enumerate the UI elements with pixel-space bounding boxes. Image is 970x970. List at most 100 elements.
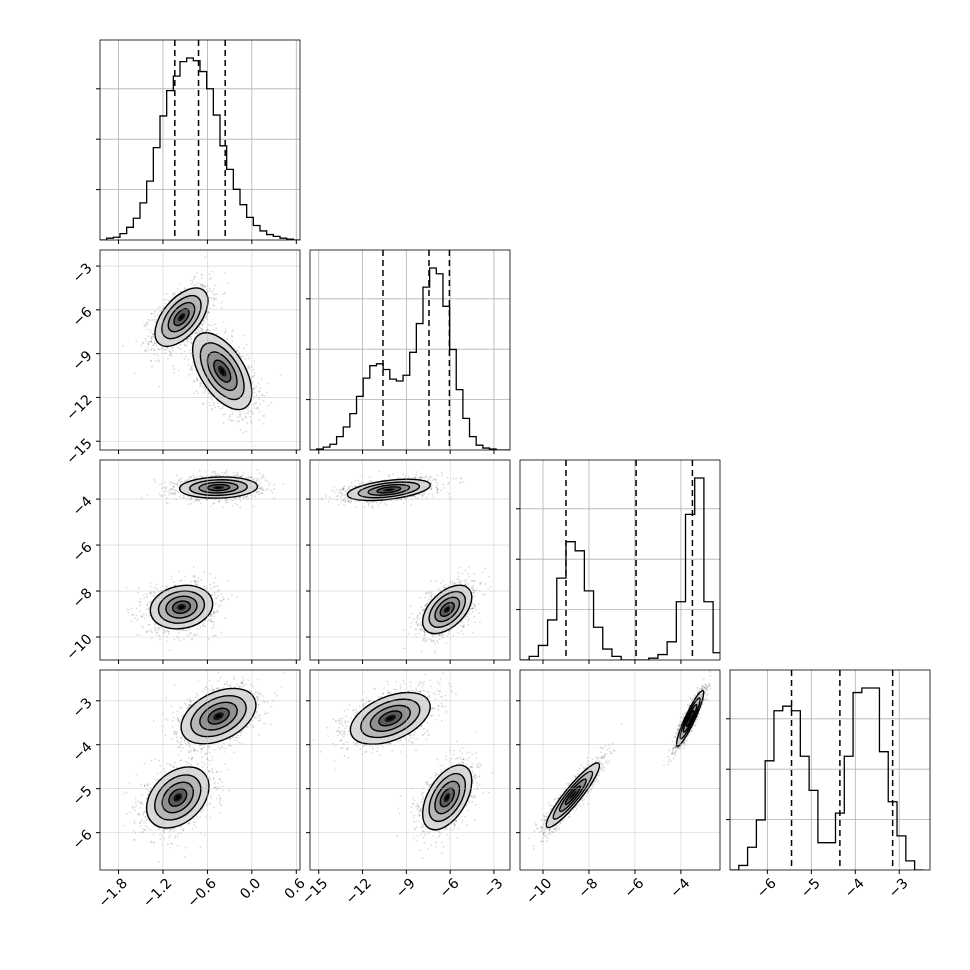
scatter-point [198,469,201,472]
scatter-point [253,404,255,407]
scatter-point [267,487,269,490]
scatter-point [212,297,215,300]
scatter-point [165,586,168,588]
scatter-point [171,493,174,495]
scatter-point [253,477,256,480]
scatter-point [256,477,258,480]
scatter-point [200,323,203,325]
scatter-point [150,340,152,343]
scatter-point [164,487,167,490]
scatter-point [155,344,158,347]
scatter-point [176,288,179,290]
scatter-point [200,283,202,286]
scatter-point [196,476,199,479]
scatter-point [130,620,133,622]
scatter-point [254,480,257,483]
scatter-point [258,419,261,421]
scatter-point [229,419,232,422]
scatter-point [208,401,211,404]
scatter-point [196,379,199,381]
scatter-point [165,489,168,492]
scatter-point [202,323,205,325]
scatter-point [184,575,187,578]
scatter-point [197,329,200,331]
scatter-point [203,571,206,574]
scatter-point [144,337,146,340]
scatter-point [191,365,193,367]
scatter-point [236,504,239,506]
scatter-point [256,407,259,410]
scatter-point [163,348,166,351]
scatter-point [242,418,244,421]
scatter-point [137,591,140,594]
scatter-point [271,491,274,494]
scatter-point [221,306,223,309]
scatter-point [252,369,255,371]
scatter-point [254,444,257,447]
scatter-point [258,398,260,401]
scatter-point [157,628,160,631]
scatter-point [234,409,237,412]
scatter-point [212,288,215,291]
scatter-point [165,497,168,500]
scatter-point [194,331,196,334]
scatter-point [228,413,231,416]
scatter-point [171,294,174,296]
scatter-point [222,293,225,295]
scatter-point [246,354,249,356]
scatter-point [152,335,155,338]
scatter-point [258,390,260,392]
scatter-point [163,491,166,493]
scatter-point [150,592,152,594]
scatter-point [122,345,124,348]
scatter-point [140,615,143,618]
scatter-point [213,634,215,637]
scatter-point [154,342,156,345]
scatter-point [231,413,234,416]
scatter-point [259,487,262,490]
scatter-point [173,638,176,641]
scatter-point [273,483,276,486]
scatter-point [207,619,210,621]
scatter-point [242,495,245,498]
scatter-point [167,299,170,302]
scatter-point [247,412,249,415]
scatter-point [173,292,175,295]
scatter-point [145,608,148,611]
scatter-point [150,630,153,633]
histogram-panel-2 [516,459,721,664]
scatter-point [273,488,275,490]
scatter-point [176,474,178,477]
scatter-point [153,340,156,343]
scatter-point [259,492,261,495]
scatter-point [227,282,229,285]
scatter-point [174,291,177,294]
scatter-point [213,298,216,301]
scatter-point [149,592,151,595]
scatter-point [220,301,223,304]
scatter-point [186,339,189,341]
scatter-point [183,638,185,640]
scatter-point [230,420,233,422]
scatter-point [172,485,175,488]
scatter-point [145,350,147,353]
scatter-point [216,402,219,405]
scatter-point [164,302,167,305]
scatter-point [196,379,199,382]
scatter-point [194,581,197,584]
scatter-point [208,273,211,276]
histogram-step [310,267,510,450]
contour-line [191,332,253,411]
scatter-point [212,303,215,306]
scatter-point [258,493,260,496]
scatter-point [255,480,258,483]
histogram-step [520,477,720,660]
scatter-point [256,490,259,493]
scatter-point [222,599,225,601]
scatter-point [245,495,248,498]
scatter-point [193,476,196,479]
scatter-point [166,346,169,349]
scatter-point [154,592,157,595]
scatter-point [199,328,202,330]
scatter-point [228,415,231,418]
